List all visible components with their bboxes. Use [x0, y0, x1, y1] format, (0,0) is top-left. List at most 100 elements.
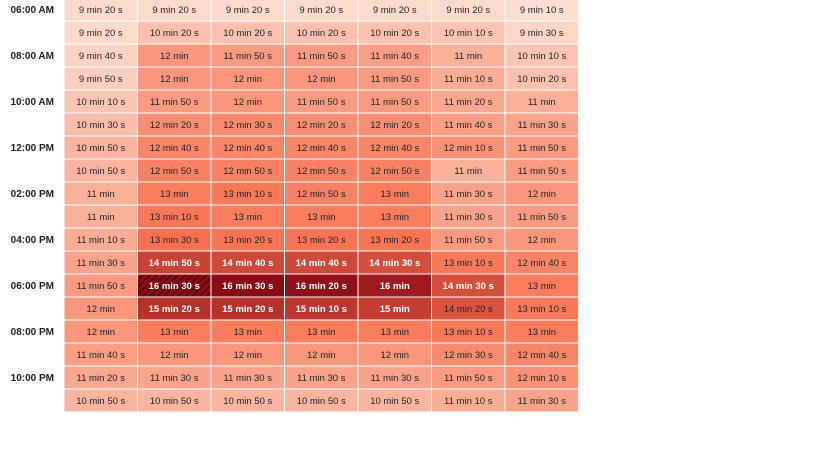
cell-label: 15 min — [380, 304, 410, 315]
cell-label: 11 min 50 s — [224, 51, 273, 62]
cell-label: 12 min 50 s — [297, 166, 346, 177]
cell-label: 9 min 20 s — [79, 5, 123, 16]
cell-label: 11 min 50 s — [297, 51, 346, 62]
cell-label: 10 min 50 s — [76, 396, 125, 407]
cell-label: 12 min 50 s — [370, 166, 419, 177]
cell-label: 12 min 40 s — [150, 143, 199, 154]
cell-label: 11 min 20 s — [77, 373, 126, 384]
cell-label: 13 min 20 s — [370, 235, 419, 246]
row-label: 08:00 PM — [11, 327, 54, 338]
cell-label: 11 min 20 s — [444, 97, 493, 108]
cell-label: 11 min 50 s — [297, 97, 346, 108]
cell-label: 13 min — [380, 189, 409, 200]
cell-label: 11 min 50 s — [518, 212, 567, 223]
cell-label: 13 min 10 s — [223, 189, 272, 200]
cell-label: 13 min 10 s — [444, 258, 493, 269]
cell-label: 12 min 20 s — [150, 120, 199, 131]
row-label: 08:00 AM — [10, 51, 54, 62]
cell-label: 11 min 30 s — [518, 120, 567, 131]
cell-label: 12 min — [86, 327, 115, 338]
cell-label: 13 min 10 s — [444, 327, 493, 338]
cell-label: 10 min 10 s — [76, 97, 125, 108]
cell-label: 11 min 40 s — [371, 51, 420, 62]
row-label: 12:00 PM — [11, 143, 54, 154]
cell-label: 12 min 40 s — [223, 143, 272, 154]
cell-label: 12 min — [527, 235, 556, 246]
cell-label: 14 min 50 s — [149, 258, 200, 269]
cell-label: 13 min — [527, 327, 556, 338]
cell-label: 11 min 40 s — [77, 350, 126, 361]
row-labels: 06:00 AM 08:00 AM 10:00 AM 12:00 PM 02:00 PM… — [10, 5, 54, 384]
cell-label: 12 min — [160, 51, 189, 62]
row-label: 06:00 PM — [11, 281, 54, 292]
cell-label: 11 min — [87, 189, 115, 200]
cell-label: 16 min 30 s — [149, 281, 200, 292]
cell-label: 14 min 20 s — [444, 304, 493, 315]
cell-label: 12 min — [307, 350, 336, 361]
cell-label: 13 min 10 s — [517, 304, 566, 315]
cell-label: 14 min 30 s — [369, 258, 420, 269]
cell-label: 12 min 40 s — [517, 258, 566, 269]
cell-label: 12 min 40 s — [517, 350, 566, 361]
cell-label: 11 min 30 s — [297, 373, 346, 384]
cell-label: 12 min — [160, 74, 189, 85]
cell-label: 9 min 40 s — [79, 51, 123, 62]
cell-label: 11 min 50 s — [371, 74, 420, 85]
cell-label: 12 min 30 s — [444, 350, 493, 361]
cell-label: 10 min 10 s — [444, 28, 493, 39]
cell-label: 15 min 10 s — [296, 304, 347, 315]
cell-label: 12 min — [86, 304, 115, 315]
cell-label: 12 min 20 s — [370, 120, 419, 131]
cell-label: 13 min — [233, 327, 262, 338]
row-label: 10:00 PM — [11, 373, 54, 384]
cell-label: 11 min 50 s — [371, 97, 420, 108]
cell-label: 15 min 20 s — [149, 304, 200, 315]
cell-label: 11 min 30 s — [77, 258, 126, 269]
cell-label: 12 min 50 s — [223, 166, 272, 177]
cell-label: 11 min 30 s — [150, 373, 199, 384]
cell-label: 11 min — [528, 97, 556, 108]
cell-label: 9 min 20 s — [299, 5, 343, 16]
row-label: 04:00 PM — [11, 235, 54, 246]
cell-label: 14 min 30 s — [443, 281, 494, 292]
cell-label: 9 min 20 s — [226, 5, 270, 16]
cell-label: 13 min — [527, 281, 556, 292]
row-label: 06:00 AM — [10, 5, 54, 16]
heatmap-cell — [504, 388, 579, 413]
cell-label: 12 min 40 s — [370, 143, 419, 154]
cell-label: 12 min — [233, 350, 262, 361]
cell-label: 10 min 20 s — [297, 28, 346, 39]
cell-label: 10 min 50 s — [297, 396, 346, 407]
cell-label: 12 min — [160, 350, 189, 361]
cell-label: 13 min 20 s — [297, 235, 346, 246]
cell-label: 12 min — [307, 74, 336, 85]
cell-label: 15 min 20 s — [222, 304, 273, 315]
cell-label: 10 min 50 s — [76, 166, 125, 177]
cell-label: 11 min 50 s — [150, 97, 199, 108]
cell-label: 10 min 50 s — [370, 396, 419, 407]
cell-label: 11 min 50 s — [77, 281, 126, 292]
cell-label: 13 min 30 s — [150, 235, 199, 246]
cell-label: 13 min — [307, 327, 336, 338]
cell-label: 11 min — [454, 166, 482, 177]
heatmap-cells: 9 min 20 s 9 min 20 s 9 min 20 s 9 min 20 s… — [63, 0, 579, 413]
cell-label: 11 min 50 s — [518, 143, 567, 154]
cell-label: 13 min — [380, 212, 409, 223]
row-label: 10:00 AM — [10, 97, 54, 108]
cell-label: 16 min 20 s — [296, 281, 347, 292]
cell-label: 12 min 40 s — [297, 143, 346, 154]
cell-label: 9 min 20 s — [373, 5, 417, 16]
cell-label: 13 min — [380, 327, 409, 338]
cell-label: 14 min 40 s — [296, 258, 347, 269]
cell-label: 11 min 10 s — [77, 235, 126, 246]
cell-label: 13 min 10 s — [150, 212, 199, 223]
cell-label: 11 min — [87, 212, 115, 223]
cell-label: 11 min 40 s — [444, 120, 493, 131]
cell-label: 13 min — [307, 212, 336, 223]
cell-label: 12 min 10 s — [517, 373, 566, 384]
cell-label: 12 min 50 s — [150, 166, 199, 177]
row-label: 02:00 PM — [11, 189, 54, 200]
cell-label: 11 min 50 s — [518, 166, 567, 177]
cell-label: 9 min 30 s — [520, 28, 564, 39]
